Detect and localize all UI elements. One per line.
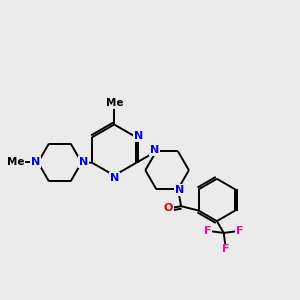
Text: N: N [150,145,159,155]
Text: F: F [204,226,211,236]
Text: F: F [236,226,244,236]
Text: N: N [175,185,184,195]
Text: N: N [31,157,40,167]
Text: O: O [164,203,173,213]
Text: Me: Me [106,98,124,108]
Text: Me: Me [7,158,24,167]
Text: N: N [110,173,119,183]
Text: N: N [134,131,143,141]
Text: N: N [79,157,88,167]
Text: F: F [223,244,230,254]
